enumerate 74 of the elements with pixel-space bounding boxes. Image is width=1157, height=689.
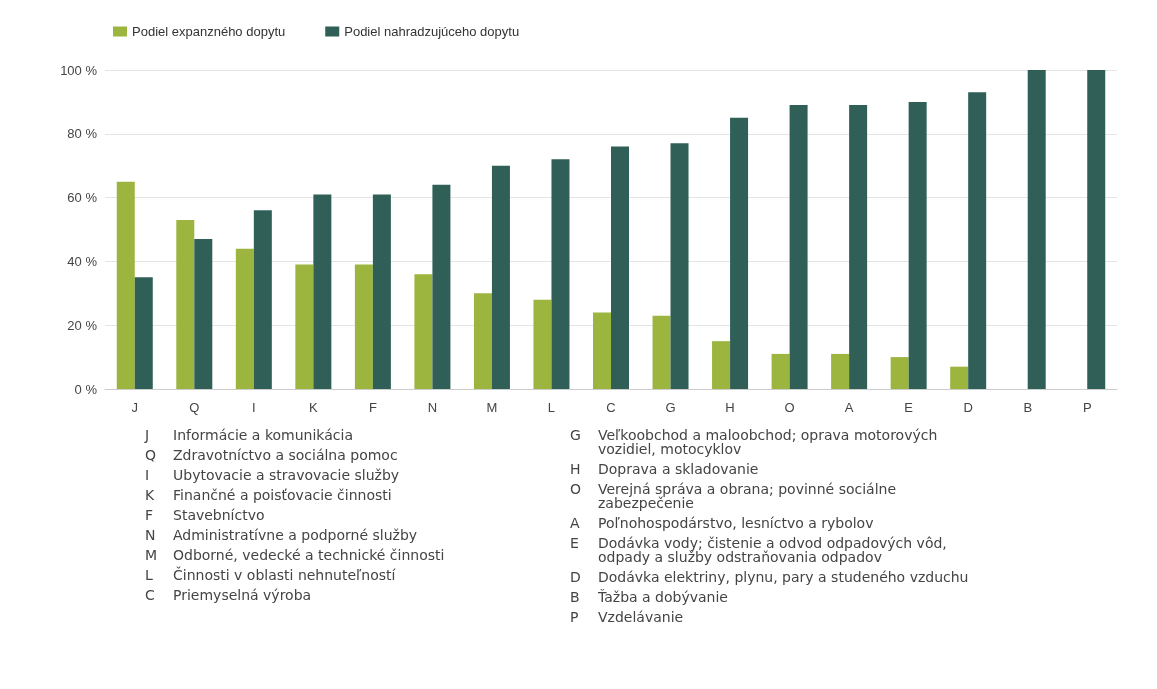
bar xyxy=(116,181,135,389)
bar xyxy=(652,315,671,389)
text: Q Zdravotníctvo a sociálna pomoc xyxy=(145,447,398,463)
bar xyxy=(235,248,254,389)
text: B Ťažba a dobývanie xyxy=(570,589,728,605)
y-tick-label: 60 % xyxy=(67,190,98,206)
bar xyxy=(593,312,611,389)
text: D Dodávka elektriny, plynu, pary a studeného vzduchu xyxy=(570,569,969,585)
x-tick-label: D xyxy=(963,400,973,415)
x-tick-label: G xyxy=(665,400,676,415)
text: K Finančné a poisťovacie činnosti xyxy=(145,487,392,503)
text: H Doprava a skladovanie xyxy=(570,461,759,477)
y-tick-label: 80 % xyxy=(67,126,98,142)
text: P Vzdelávanie xyxy=(570,609,684,625)
bar xyxy=(1027,70,1046,389)
text: F Stavebníctvo xyxy=(145,507,265,523)
bar xyxy=(533,299,552,389)
text: O Verejná správa a obrana; povinné sociálne zabezpečenie xyxy=(570,481,897,511)
bar xyxy=(890,357,909,389)
x-tick-label: E xyxy=(904,400,914,415)
bar xyxy=(295,264,314,389)
bar xyxy=(670,143,689,389)
y-tick-label: 100 % xyxy=(60,62,98,78)
bar xyxy=(414,274,433,389)
x-tick-label: O xyxy=(784,400,795,415)
text: C Priemyselná výroba xyxy=(145,587,312,603)
x-tick-label: J xyxy=(131,400,139,415)
bar xyxy=(849,105,868,389)
bar xyxy=(831,353,850,389)
text: M Odborné, vedecké a technické činnosti xyxy=(145,547,446,563)
bar xyxy=(771,353,790,389)
text: J Informácie a komunikácia xyxy=(145,427,353,443)
bar xyxy=(611,146,629,389)
x-tick-label: H xyxy=(725,400,735,415)
text: I Ubytovacie a stravovacie služby xyxy=(145,467,400,483)
bar xyxy=(253,210,272,389)
y-tick-label: 20 % xyxy=(67,317,98,333)
bar xyxy=(968,92,987,389)
bar xyxy=(491,165,510,389)
bar xyxy=(354,264,373,389)
bar xyxy=(134,277,153,389)
bar xyxy=(1087,70,1106,389)
x-tick-label: I xyxy=(252,400,256,415)
bar xyxy=(372,194,391,389)
text: G Veľkoobchod a maloobchod; oprava motorových vozidiel, motocyklov xyxy=(570,427,938,457)
legend-label: Podiel nahradzujúceho dopytu xyxy=(344,24,520,39)
bar xyxy=(432,184,451,389)
text: E Dodávka vody; čistenie a odvod odpadových vôd, odpady a služby odstraňovania odpadov xyxy=(570,535,947,565)
bar xyxy=(789,105,808,389)
bar xyxy=(551,159,570,389)
bar xyxy=(908,101,927,389)
x-tick-label: N xyxy=(427,400,438,415)
x-tick-label: F xyxy=(368,400,377,415)
x-tick-label: L xyxy=(547,400,556,415)
bar xyxy=(730,117,749,389)
y-tick-label: 40 % xyxy=(67,253,98,269)
y-tick-label: 0 % xyxy=(74,381,98,397)
legend-label: Podiel expanzného dopytu xyxy=(132,24,286,39)
bar xyxy=(473,293,492,389)
bar xyxy=(176,219,195,389)
bar xyxy=(950,366,969,389)
x-tick-label: P xyxy=(1082,400,1092,415)
text: N Administratívne a podporné služby xyxy=(145,527,418,543)
bar xyxy=(194,239,213,389)
x-tick-label: C xyxy=(606,400,616,415)
bar xyxy=(313,194,332,389)
text: A Poľnohospodárstvo, lesníctvo a rybolov xyxy=(570,515,874,531)
x-tick-label: Q xyxy=(189,400,200,415)
x-tick-label: M xyxy=(486,400,498,415)
x-tick-label: B xyxy=(1023,400,1033,415)
x-tick-label: A xyxy=(844,400,854,415)
x-tick-label: K xyxy=(309,400,319,415)
text: L Činnosti v oblasti nehnuteľností xyxy=(145,567,396,583)
bar xyxy=(712,341,731,389)
